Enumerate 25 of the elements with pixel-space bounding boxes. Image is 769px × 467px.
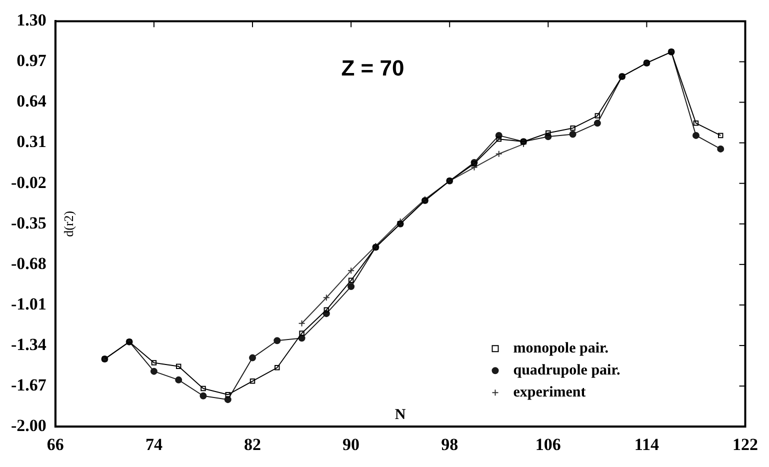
- legend-label: experiment: [513, 384, 586, 400]
- x-axis-title: N: [394, 406, 406, 423]
- legend-label: quadrupole pair.: [513, 362, 620, 378]
- x-tick-label: 98: [441, 435, 458, 454]
- x-tick-label: 66: [46, 435, 64, 454]
- x-tick-label: 90: [342, 435, 360, 454]
- y-tick-label: 0.97: [16, 51, 47, 70]
- legend-label: monopole pair.: [513, 340, 609, 356]
- y-tick-label: 0.31: [16, 132, 46, 152]
- y-axis-title: d(r2): [60, 210, 76, 237]
- x-tick-label: 114: [634, 435, 660, 454]
- y-tick-label: -0.68: [10, 254, 46, 273]
- y-tick-label: 1.30: [16, 10, 46, 30]
- x-tick-label: 82: [244, 435, 262, 454]
- y-tick-label: -1.01: [10, 294, 46, 314]
- y-tick-label: -2.00: [10, 416, 46, 435]
- x-tick-label: 74: [145, 435, 163, 454]
- y-tick-label: -0.02: [10, 172, 46, 192]
- x-tick-label: 106: [535, 435, 561, 454]
- y-tick-label: 0.64: [16, 92, 47, 111]
- y-tick-label: -0.35: [10, 213, 46, 232]
- text: Z = 70: [341, 55, 404, 80]
- x-tick-label: 122: [732, 435, 758, 454]
- y-tick-label: -1.34: [10, 334, 47, 354]
- y-tick-label: -1.67: [10, 375, 47, 394]
